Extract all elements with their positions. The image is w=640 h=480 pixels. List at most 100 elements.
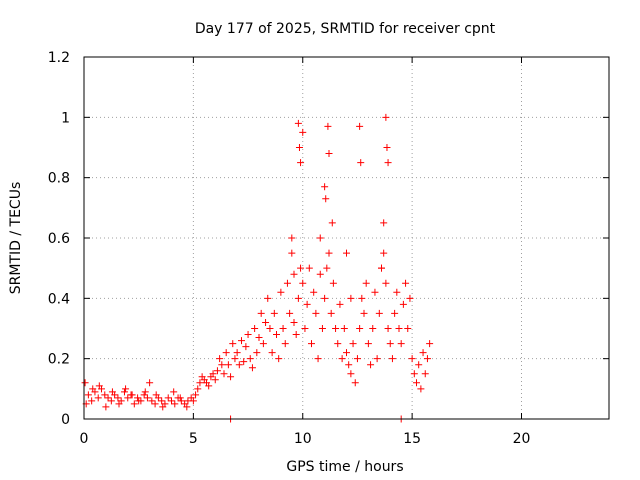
data-point <box>84 391 92 399</box>
data-point <box>205 382 213 390</box>
data-point <box>380 219 388 227</box>
data-point <box>380 249 388 257</box>
data-point <box>373 355 381 363</box>
data-point <box>277 288 285 296</box>
data-point <box>382 279 390 287</box>
data-point <box>322 195 330 203</box>
data-point <box>305 264 313 272</box>
data-point <box>122 385 130 393</box>
data-point <box>297 264 305 272</box>
data-point <box>159 403 167 411</box>
data-points <box>81 113 434 423</box>
data-point <box>124 394 132 402</box>
data-point <box>349 340 357 348</box>
data-point <box>275 355 283 363</box>
data-point <box>279 325 287 332</box>
data-point <box>220 370 228 378</box>
data-point <box>233 349 241 357</box>
data-point <box>391 309 399 317</box>
data-point <box>273 331 280 339</box>
x-tick-label: 15 <box>403 431 421 447</box>
data-point <box>253 349 261 357</box>
y-tick-label: 0.8 <box>48 171 70 187</box>
data-point <box>146 379 154 387</box>
data-point <box>134 394 142 402</box>
y-tick-label: 0 <box>61 412 70 428</box>
data-point <box>423 355 431 363</box>
grid <box>84 57 609 419</box>
data-point <box>268 349 276 357</box>
data-point <box>141 388 149 396</box>
data-point <box>312 309 320 317</box>
data-point <box>356 122 364 130</box>
data-point <box>299 279 307 287</box>
data-point <box>114 394 122 402</box>
data-point <box>209 370 217 378</box>
data-point <box>246 355 254 363</box>
data-point <box>294 294 302 302</box>
data-point <box>143 394 151 402</box>
data-point <box>255 334 263 342</box>
data-point <box>338 355 346 363</box>
data-point <box>94 394 102 402</box>
data-point <box>140 391 148 399</box>
data-point <box>292 331 300 339</box>
data-point <box>235 361 243 369</box>
data-point <box>104 394 112 402</box>
data-point <box>257 309 265 317</box>
data-point <box>281 340 289 348</box>
data-point <box>334 340 342 348</box>
data-point <box>288 249 296 257</box>
data-point <box>295 144 303 151</box>
data-point <box>196 379 204 387</box>
data-point <box>238 337 245 345</box>
data-point <box>297 159 305 167</box>
data-point <box>406 294 414 302</box>
data-point <box>211 376 219 384</box>
data-point <box>384 325 392 332</box>
data-point <box>417 385 425 393</box>
data-point <box>353 355 361 363</box>
data-point <box>362 279 370 287</box>
data-point <box>264 294 272 302</box>
data-point <box>192 391 200 399</box>
data-point <box>222 349 230 357</box>
data-point <box>351 379 359 387</box>
plot-frame <box>83 56 610 420</box>
data-point <box>347 294 355 302</box>
data-point <box>327 309 335 317</box>
data-point <box>399 300 407 308</box>
data-point <box>189 397 197 405</box>
data-point <box>120 388 128 396</box>
data-point <box>194 385 202 393</box>
data-point <box>404 325 412 332</box>
data-point <box>101 391 109 399</box>
data-point <box>357 159 365 167</box>
data-point <box>148 397 156 405</box>
data-point <box>95 382 103 390</box>
data-point <box>343 349 350 357</box>
data-point <box>248 364 256 372</box>
data-point <box>413 379 420 387</box>
data-point <box>347 370 355 378</box>
data-point <box>152 391 160 399</box>
data-point <box>384 159 392 167</box>
data-point <box>382 113 390 121</box>
data-point <box>321 294 329 302</box>
data-point <box>283 279 291 287</box>
data-point <box>107 397 115 405</box>
data-point <box>231 355 239 363</box>
data-point <box>321 183 329 191</box>
data-point <box>324 122 332 130</box>
data-point <box>168 397 175 405</box>
data-point <box>290 318 298 326</box>
data-point <box>229 340 237 348</box>
data-point <box>170 388 178 396</box>
data-point <box>419 349 427 357</box>
data-point <box>183 403 191 411</box>
data-point <box>323 264 331 272</box>
data-point <box>367 361 375 369</box>
data-point <box>151 400 159 408</box>
data-point <box>216 355 224 363</box>
